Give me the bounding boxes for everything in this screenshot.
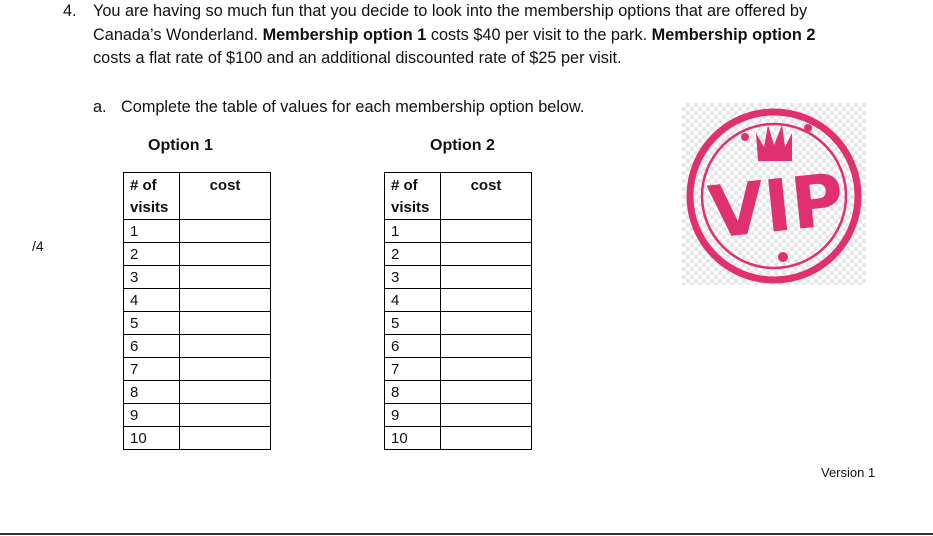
- cost-cell[interactable]: [179, 265, 271, 289]
- part-a-label: a.: [93, 98, 107, 116]
- option-1-table: # of visits cost 1 2 3 4 5 6 7 8 9 10: [123, 172, 271, 450]
- question-line-2: Canada’s Wonderland. Membership option 1…: [93, 26, 815, 45]
- option-1-title: Option 1: [148, 137, 213, 154]
- cost-cell[interactable]: [179, 380, 271, 404]
- visits-cell: 6: [384, 334, 441, 358]
- table-row: 10: [123, 426, 271, 450]
- table-row: 2: [123, 242, 271, 266]
- table-row: 7: [123, 357, 271, 381]
- visits-cell: 5: [384, 311, 441, 335]
- table-row: 8: [384, 380, 532, 404]
- cost-cell[interactable]: [440, 380, 532, 404]
- visits-header: # of visits: [384, 172, 441, 220]
- table-row: 9: [384, 403, 532, 427]
- table-row: 5: [384, 311, 532, 335]
- cost-cell[interactable]: [440, 403, 532, 427]
- table-row: 3: [384, 265, 532, 289]
- question-line-3: costs a flat rate of $100 and an additio…: [93, 49, 622, 67]
- vip-stamp-image: VIP: [682, 103, 866, 285]
- question-number: 4.: [63, 2, 77, 20]
- option-2-label: Membership option 2: [651, 26, 816, 44]
- cost-cell[interactable]: [179, 219, 271, 243]
- visits-cell: 1: [123, 219, 180, 243]
- option-2-title: Option 2: [430, 137, 495, 154]
- cost-cell[interactable]: [440, 265, 532, 289]
- header-text: # of: [130, 177, 157, 194]
- cost-cell[interactable]: [179, 311, 271, 335]
- cost-cell[interactable]: [440, 311, 532, 335]
- vip-stamp-icon: VIP: [686, 108, 862, 284]
- visits-cell: 8: [384, 380, 441, 404]
- table-row: 1: [123, 219, 271, 243]
- visits-cell: 3: [123, 265, 180, 289]
- cost-cell[interactable]: [440, 334, 532, 358]
- cost-cell[interactable]: [440, 426, 532, 450]
- visits-cell: 5: [123, 311, 180, 335]
- question-line-1: You are having so much fun that you deci…: [93, 2, 808, 20]
- table-row: 7: [384, 357, 532, 381]
- cost-cell[interactable]: [179, 403, 271, 427]
- visits-cell: 2: [123, 242, 180, 266]
- header-text: visits: [391, 199, 430, 216]
- table-row: 6: [123, 334, 271, 358]
- visits-cell: 4: [123, 288, 180, 312]
- marks: /4: [32, 238, 44, 254]
- option-2-table: # of visits cost 1 2 3 4 5 6 7 8 9 10: [384, 172, 532, 450]
- table-row: 9: [123, 403, 271, 427]
- cost-cell[interactable]: [179, 357, 271, 381]
- cost-cell[interactable]: [440, 242, 532, 266]
- table-row: 3: [123, 265, 271, 289]
- cost-cell[interactable]: [179, 426, 271, 450]
- visits-cell: 7: [384, 357, 441, 381]
- visits-cell: 10: [384, 426, 441, 450]
- cost-cell[interactable]: [440, 357, 532, 381]
- cost-cell[interactable]: [179, 334, 271, 358]
- header-text: # of: [391, 177, 418, 194]
- table-row: 2: [384, 242, 532, 266]
- cost-header: cost: [440, 172, 532, 220]
- table-row: 1: [384, 219, 532, 243]
- table-header-row: # of visits cost: [123, 172, 271, 220]
- cost-cell[interactable]: [440, 288, 532, 312]
- table-row: 10: [384, 426, 532, 450]
- visits-cell: 3: [384, 265, 441, 289]
- cost-cell[interactable]: [179, 242, 271, 266]
- part-a-text: Complete the table of values for each me…: [121, 98, 585, 116]
- visits-cell: 4: [384, 288, 441, 312]
- version-label: Version 1: [821, 465, 876, 480]
- cost-cell[interactable]: [179, 288, 271, 312]
- visits-cell: 1: [384, 219, 441, 243]
- visits-cell: 2: [384, 242, 441, 266]
- table-row: 8: [123, 380, 271, 404]
- option-1-label: Membership option 1: [262, 26, 427, 44]
- visits-cell: 9: [384, 403, 441, 427]
- visits-header: # of visits: [123, 172, 180, 220]
- text: costs $40 per visit to the park.: [426, 26, 652, 44]
- table-row: 4: [384, 288, 532, 312]
- visits-cell: 6: [123, 334, 180, 358]
- visits-cell: 7: [123, 357, 180, 381]
- visits-cell: 10: [123, 426, 180, 450]
- cost-cell[interactable]: [440, 219, 532, 243]
- table-row: 4: [123, 288, 271, 312]
- svg-text:VIP: VIP: [705, 157, 848, 255]
- visits-cell: 8: [123, 380, 180, 404]
- table-row: 5: [123, 311, 271, 335]
- visits-cell: 9: [123, 403, 180, 427]
- table-header-row: # of visits cost: [384, 172, 532, 220]
- text: Canada’s Wonderland.: [93, 26, 263, 44]
- header-text: visits: [130, 199, 169, 216]
- bottom-rule: [0, 533, 933, 535]
- cost-header: cost: [179, 172, 271, 220]
- table-row: 6: [384, 334, 532, 358]
